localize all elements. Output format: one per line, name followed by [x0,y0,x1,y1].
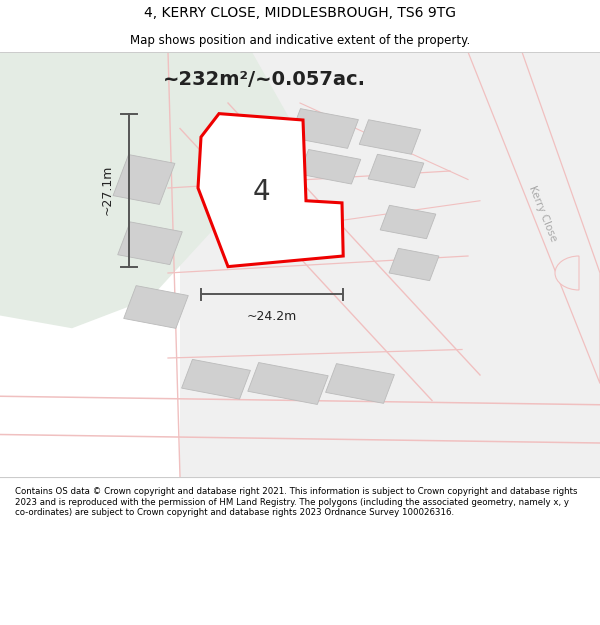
Polygon shape [290,109,358,148]
Polygon shape [118,222,182,264]
Polygon shape [113,154,175,204]
Polygon shape [180,52,600,477]
Polygon shape [359,120,421,154]
Polygon shape [248,362,328,404]
Text: Contains OS data © Crown copyright and database right 2021. This information is : Contains OS data © Crown copyright and d… [15,488,577,517]
Text: ~24.2m: ~24.2m [247,311,297,323]
Polygon shape [198,114,343,267]
Polygon shape [0,52,300,328]
Text: 4, KERRY CLOSE, MIDDLESBROUGH, TS6 9TG: 4, KERRY CLOSE, MIDDLESBROUGH, TS6 9TG [144,6,456,20]
Polygon shape [389,248,439,281]
Text: ~232m²/~0.057ac.: ~232m²/~0.057ac. [163,70,365,89]
Text: ~27.1m: ~27.1m [101,165,114,215]
Polygon shape [326,364,394,403]
Polygon shape [380,205,436,239]
Text: Kerry Close: Kerry Close [527,184,559,243]
Polygon shape [299,149,361,184]
Polygon shape [124,286,188,328]
Polygon shape [368,154,424,188]
Wedge shape [555,256,579,290]
Text: 4: 4 [252,178,270,206]
Text: Map shows position and indicative extent of the property.: Map shows position and indicative extent… [130,34,470,47]
Polygon shape [182,359,250,399]
Polygon shape [468,52,600,384]
